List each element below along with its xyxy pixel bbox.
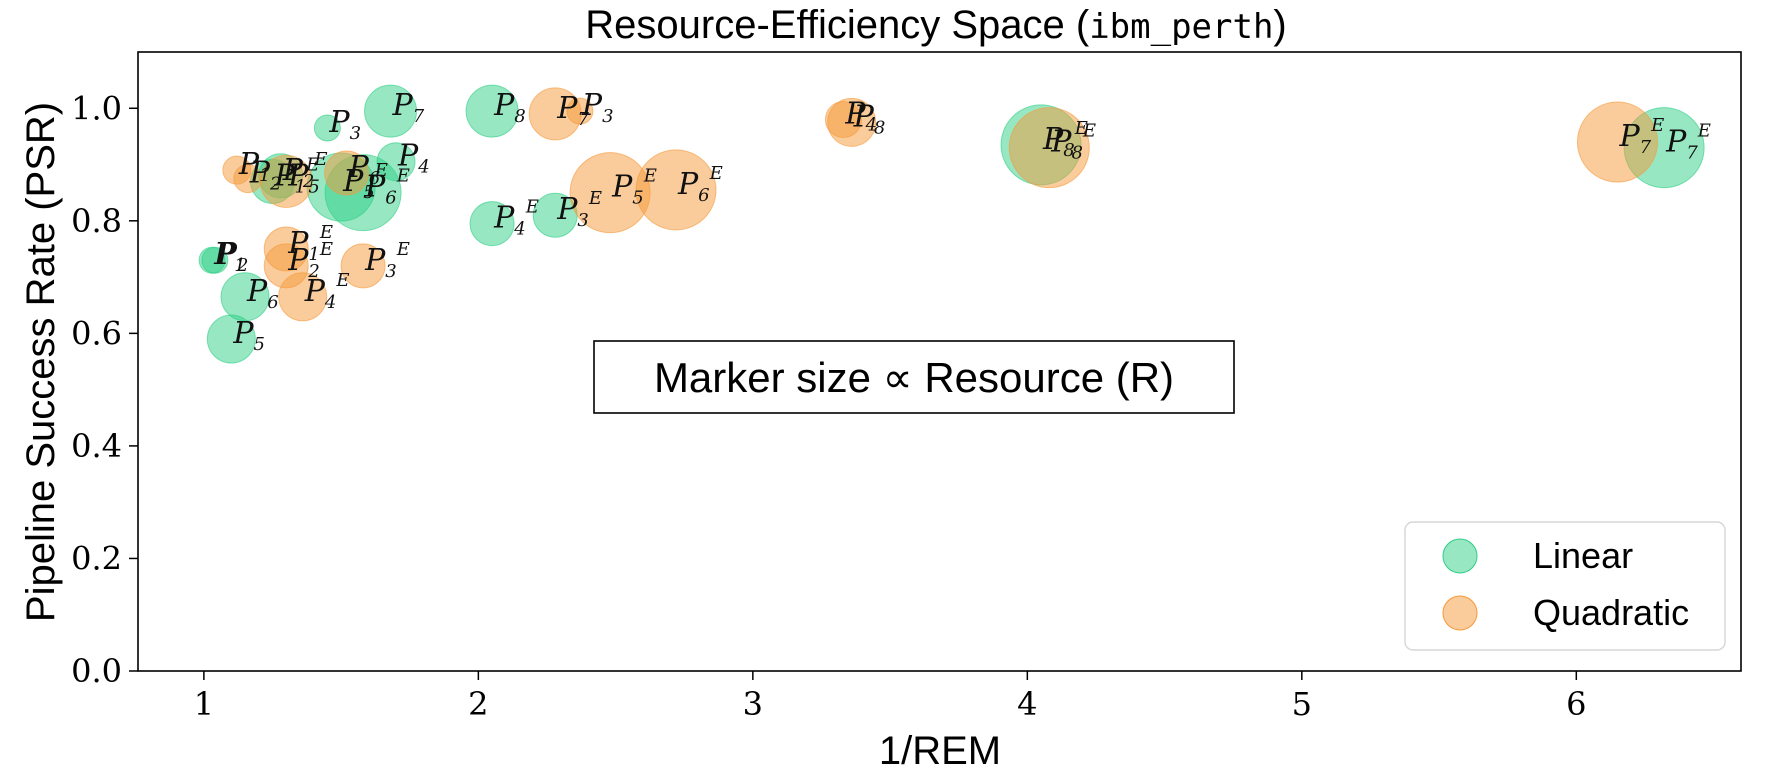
- legend-swatch-linear: [1442, 538, 1478, 574]
- annotation-frame: [593, 340, 1235, 414]
- point-label-quadratic-p5: P5: [287, 158, 320, 197]
- point-label-linear-p2: P2: [216, 237, 249, 276]
- point-label-linear-p2e: P2E: [282, 149, 328, 192]
- point-label-quadratic-p4: P4: [844, 97, 877, 136]
- point-label-quadratic-p5e: P5E: [611, 166, 657, 209]
- chart-title-code: ibm_perth: [1089, 7, 1273, 47]
- point-label-linear-p1e: P1E: [273, 154, 319, 197]
- y-tick-label: 0.6: [71, 314, 122, 352]
- y-tick-label: 0.0: [71, 652, 122, 690]
- bubble-linear-p2: [201, 246, 229, 274]
- x-tick-label: 4: [1017, 685, 1037, 723]
- point-label-quadratic-p3e: P3E: [364, 239, 410, 282]
- point-label-quadratic-p8e: P8E: [1050, 121, 1096, 164]
- bubble-linear-p7: [364, 84, 418, 138]
- point-label-quadratic-p3: P3: [581, 88, 614, 127]
- bubble-quadratic-p8: [827, 97, 877, 147]
- point-label-linear-p7: P7: [392, 88, 425, 127]
- annotation-box: Marker size ∝ Resource (R): [593, 340, 1235, 414]
- bubble-linear-p4e: [469, 201, 515, 247]
- point-label-quadratic-p1: P1: [238, 147, 271, 186]
- x-tick-label: 3: [743, 685, 763, 723]
- legend-label-quadratic: Quadratic: [1533, 592, 1689, 633]
- y-tick-label: 1.0: [71, 89, 122, 127]
- point-label-quadratic-p1e: P1E: [287, 222, 333, 265]
- point-label-linear-p3e: P3E: [556, 188, 602, 231]
- bubble-layer: [198, 84, 1705, 364]
- legend: Linear Quadratic: [1404, 521, 1726, 651]
- legend-label-linear: Linear: [1533, 535, 1633, 576]
- x-tick-label: 2: [468, 685, 488, 723]
- bubble-linear-p3: [313, 114, 341, 142]
- point-label-linear-p5: P5: [232, 316, 265, 355]
- point-label-linear-p4e: P4E: [493, 197, 539, 240]
- point-label-linear-p8e: P8E: [1042, 118, 1088, 161]
- bubble-quadratic-p4e: [278, 272, 328, 322]
- point-label-linear-p6e: P6E: [364, 166, 410, 209]
- x-tick-label: 1: [194, 685, 214, 723]
- bubble-quadratic-p8e: [1008, 107, 1090, 189]
- point-label-quadratic-p2: P2: [249, 156, 282, 195]
- point-label-linear-p6: P6: [246, 274, 279, 313]
- chart-title-main: Resource-Efficiency Space (: [585, 3, 1090, 47]
- point-label-linear-p1: P1: [213, 237, 246, 276]
- point-label-quadratic-p2e: P2E: [287, 239, 333, 282]
- bubble-quadratic-p7e: [1576, 101, 1658, 183]
- annotation-text: Marker size ∝ Resource (R): [654, 354, 1174, 401]
- point-label-linear-p5e: P5E: [342, 160, 388, 203]
- point-label-linear-p8: P8: [493, 88, 526, 127]
- point-label-linear-p4: P4: [397, 139, 430, 178]
- x-tick-label: 6: [1566, 685, 1586, 723]
- point-label-quadratic-p8: P8: [853, 99, 886, 138]
- y-tick-label: 0.2: [71, 539, 122, 577]
- bubble-quadratic-p7: [528, 87, 582, 141]
- point-label-quadratic-p6: P6: [348, 150, 381, 189]
- y-axis-ticks: 0.0 0.2 0.4 0.6 0.8 1.0: [71, 89, 138, 690]
- legend-swatch-quadratic: [1442, 595, 1478, 631]
- x-tick-label: 5: [1292, 685, 1312, 723]
- point-label-quadratic-p4e: P4E: [304, 270, 350, 313]
- point-label-linear-p7e: P7E: [1665, 121, 1711, 164]
- point-label-quadratic-p7e: P7E: [1618, 115, 1664, 158]
- chart-title-end: ): [1273, 3, 1286, 47]
- bubble-quadratic-p6e: [635, 149, 717, 231]
- x-axis-ticks: 1 2 3 4 5 6: [194, 671, 1586, 723]
- y-tick-label: 0.8: [71, 202, 122, 240]
- plot-area: [137, 51, 1742, 672]
- y-tick-label: 0.4: [71, 427, 122, 465]
- point-label-quadratic-p6e: P6E: [677, 163, 723, 206]
- y-axis-label: Pipeline Success Rate (PSR): [19, 102, 63, 622]
- point-label-linear-p3: P3: [328, 105, 361, 144]
- bubble-linear-p8: [465, 84, 519, 138]
- bubble-quadratic-p5: [259, 154, 313, 208]
- chart-title: Resource-Efficiency Space (ibm_perth): [585, 3, 1287, 47]
- legend-frame: [1404, 521, 1726, 651]
- bubble-quadratic-p6: [324, 150, 370, 196]
- x-axis-label: 1/REM: [879, 729, 1001, 773]
- bubble-linear-p6: [220, 272, 270, 322]
- bubble-quadratic-p3e: [340, 243, 386, 289]
- point-label-quadratic-p7: P7: [556, 91, 589, 130]
